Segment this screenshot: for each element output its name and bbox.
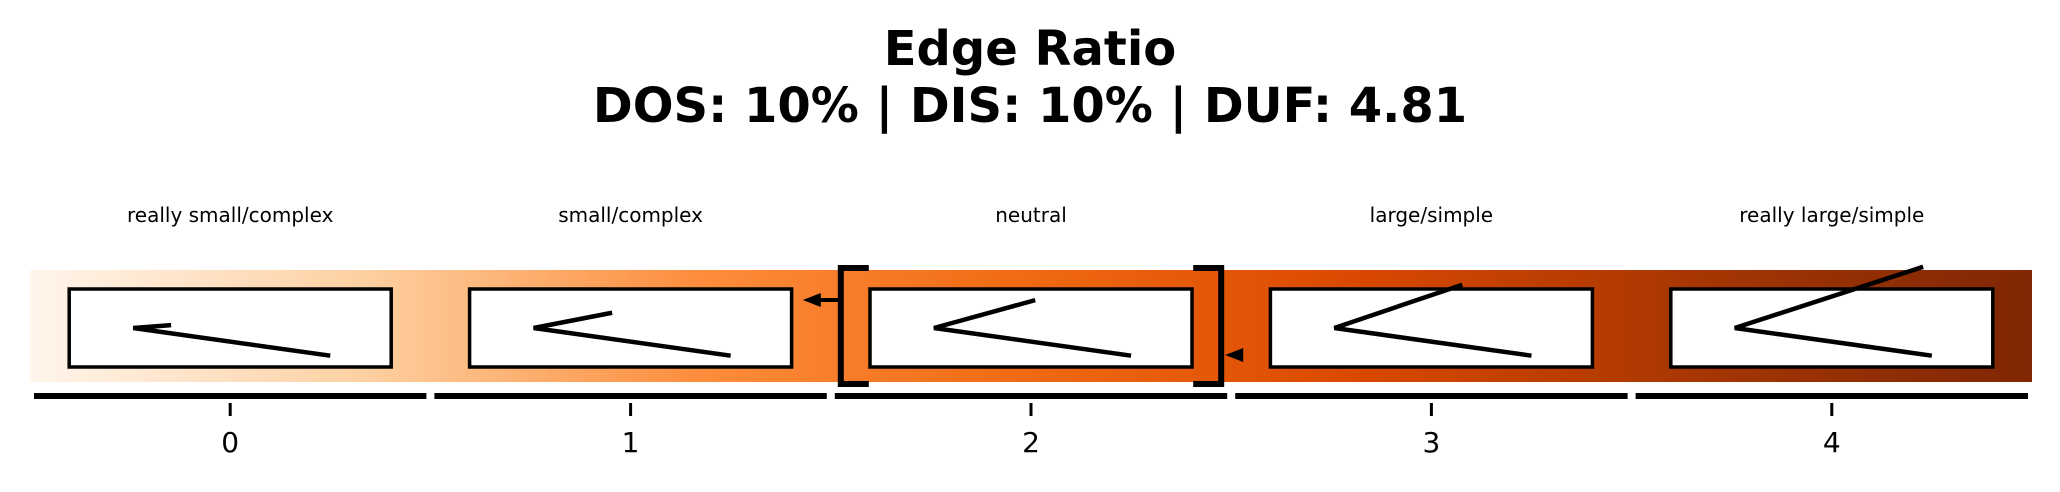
x-tick-label: 0 <box>221 426 239 459</box>
category-label: large/simple <box>1370 203 1493 227</box>
category-label: really small/complex <box>127 203 334 227</box>
glyph-box <box>1268 287 1595 369</box>
category-label: small/complex <box>558 203 703 227</box>
glyph-box <box>1669 287 1995 369</box>
x-tick-label: 1 <box>622 426 640 459</box>
angle-glyph <box>1734 264 1933 358</box>
chart-title: Edge Ratio <box>884 21 1177 77</box>
glyph-box <box>467 287 794 369</box>
selection-bracket-left <box>837 265 869 387</box>
x-tick-label: 2 <box>1022 426 1040 459</box>
angle-glyph <box>533 310 731 358</box>
angle-glyph <box>933 297 1132 358</box>
glyph-box <box>67 287 393 369</box>
angle-glyph <box>1333 282 1532 358</box>
selection-bracket-right <box>1193 265 1225 387</box>
chart-subtitle: DOS: 10% | DIS: 10% | DUF: 4.81 <box>593 78 1467 134</box>
x-tick-label: 4 <box>1823 426 1841 459</box>
right-pointer-head <box>1225 348 1244 362</box>
x-tick-label: 3 <box>1422 426 1440 459</box>
angle-glyph <box>132 322 331 358</box>
left-pointer-head <box>802 293 821 307</box>
category-label: neutral <box>995 203 1067 227</box>
category-label: really large/simple <box>1739 203 1924 227</box>
